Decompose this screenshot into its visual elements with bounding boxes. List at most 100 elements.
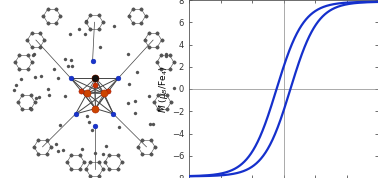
Point <box>64 161 70 163</box>
Point <box>11 88 17 91</box>
Point <box>152 145 158 148</box>
Point <box>164 94 170 97</box>
Point <box>154 32 160 35</box>
Point <box>31 53 37 56</box>
Point <box>163 55 169 58</box>
Point <box>148 138 154 141</box>
Point <box>73 112 79 115</box>
Point <box>40 15 46 17</box>
Point <box>91 125 98 128</box>
Point <box>77 167 83 170</box>
Point <box>25 68 31 71</box>
Point <box>139 138 145 141</box>
Point <box>37 46 43 48</box>
Point <box>55 150 61 152</box>
Point <box>167 54 173 57</box>
Point <box>170 87 177 90</box>
Point <box>132 112 138 115</box>
Point <box>37 32 43 35</box>
Point <box>155 108 161 111</box>
Point <box>91 83 98 86</box>
Point <box>44 152 50 155</box>
Point <box>12 61 18 64</box>
Point <box>99 152 105 155</box>
Point <box>90 59 96 62</box>
Point <box>96 161 102 164</box>
Point <box>67 32 73 35</box>
Point <box>92 77 98 80</box>
Point <box>45 88 51 90</box>
Point <box>130 8 136 11</box>
Point <box>154 46 160 48</box>
Point <box>53 8 59 11</box>
Point <box>57 124 63 127</box>
Point <box>101 92 107 95</box>
Point <box>28 108 34 111</box>
Point <box>148 152 154 155</box>
Point <box>16 68 22 71</box>
Point <box>91 151 98 154</box>
Point <box>19 94 25 97</box>
Point <box>102 161 108 163</box>
Point <box>68 77 74 80</box>
Point <box>92 107 98 110</box>
Point <box>16 54 22 57</box>
Point <box>106 167 112 170</box>
Point <box>60 149 67 152</box>
Point <box>143 15 149 17</box>
Point <box>30 53 36 56</box>
Point <box>33 96 39 99</box>
Point <box>87 161 93 164</box>
Point <box>92 77 98 80</box>
Point <box>32 76 38 79</box>
Point <box>87 175 93 177</box>
Point <box>100 21 106 24</box>
Point <box>12 83 19 86</box>
Point <box>119 161 125 163</box>
Point <box>57 15 64 17</box>
Point <box>146 32 152 35</box>
Point <box>87 28 93 31</box>
Point <box>168 101 174 104</box>
Point <box>115 154 121 156</box>
Point <box>146 46 152 48</box>
Point <box>83 21 89 24</box>
Point <box>82 32 88 35</box>
Point <box>115 77 121 80</box>
Point <box>134 70 140 73</box>
Point <box>106 154 112 156</box>
Point <box>44 138 50 141</box>
Point <box>111 25 117 28</box>
Point <box>77 154 83 156</box>
Point <box>29 32 35 35</box>
Point <box>81 161 87 163</box>
Point <box>138 8 144 11</box>
Point <box>146 95 152 98</box>
Point <box>164 108 170 111</box>
Point <box>147 122 153 125</box>
Point <box>85 121 91 123</box>
Point <box>154 61 160 64</box>
Point <box>125 15 132 17</box>
Point <box>163 53 169 56</box>
Point <box>155 94 161 97</box>
Point <box>48 145 54 148</box>
Point <box>139 152 145 155</box>
Point <box>29 61 35 64</box>
Point <box>110 112 116 115</box>
Point <box>29 46 35 48</box>
Point <box>15 101 21 104</box>
Point <box>135 145 141 148</box>
Point <box>19 108 25 111</box>
Point <box>130 22 136 24</box>
Point <box>25 54 31 57</box>
Point <box>171 61 177 64</box>
Point <box>84 115 90 118</box>
Point <box>158 68 164 71</box>
Point <box>62 58 68 61</box>
Point <box>28 94 34 97</box>
Point <box>116 125 122 128</box>
Point <box>65 65 71 68</box>
Point <box>103 144 109 147</box>
Point <box>150 123 156 126</box>
